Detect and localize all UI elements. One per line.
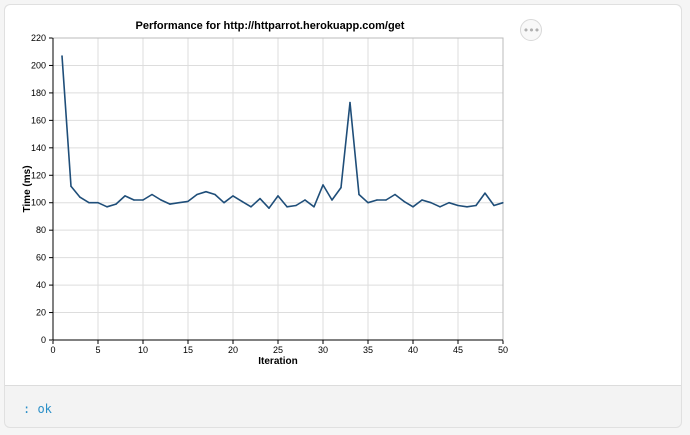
y-tick-label: 200: [31, 60, 46, 70]
x-tick-label: 40: [408, 345, 418, 355]
data-point: [106, 206, 108, 208]
result-status: : ok: [23, 402, 52, 416]
more-options-button[interactable]: •••: [520, 19, 542, 41]
x-tick-label: 5: [95, 345, 100, 355]
y-tick-label: 220: [31, 33, 46, 43]
data-point: [448, 201, 450, 204]
data-point: [403, 200, 405, 203]
data-point: [259, 197, 261, 200]
data-point: [241, 200, 243, 203]
data-point: [295, 204, 297, 207]
data-point: [367, 201, 369, 204]
line-chart: 0 5 10 15 20 25 30 35 40 45 50 0 20 40 60 80 100 120 140 16…: [22, 20, 508, 367]
data-point: [169, 203, 171, 205]
data-point: [178, 201, 180, 204]
y-tick-label: 160: [31, 115, 46, 125]
data-point: [88, 201, 90, 204]
data-point: [304, 199, 306, 201]
data-point: [412, 206, 414, 208]
data-point: [421, 199, 423, 201]
data-point: [376, 199, 378, 201]
data-point: [277, 195, 279, 197]
series-layer: [61, 55, 504, 210]
data-point: [439, 206, 441, 208]
x-tick-label: 25: [273, 345, 283, 355]
y-tick-label: 0: [41, 335, 46, 345]
x-tick-label: 0: [50, 345, 55, 355]
axes: [49, 37, 504, 344]
data-point: [286, 206, 288, 208]
data-point: [151, 193, 153, 196]
data-point: [322, 184, 324, 186]
data-point: [358, 193, 360, 196]
chart-card: 0 5 10 15 20 25 30 35 40 45 50 0 20 40 60 80 100 120 140 16…: [4, 4, 682, 428]
x-tick-label: 30: [318, 345, 328, 355]
data-point: [340, 186, 342, 189]
data-point: [493, 204, 495, 207]
more-horizontal-icon: •••: [522, 23, 540, 37]
y-tick-label: 60: [36, 253, 46, 263]
data-point: [124, 195, 126, 197]
x-tick-label: 20: [228, 345, 238, 355]
data-point: [205, 190, 207, 193]
x-tick-label: 15: [183, 345, 193, 355]
y-tick-label: 20: [36, 308, 46, 318]
y-tick-label: 140: [31, 143, 46, 153]
data-point: [232, 195, 234, 197]
x-tick-label: 50: [498, 345, 508, 355]
y-tick-label: 40: [36, 280, 46, 290]
data-point: [466, 206, 468, 208]
data-point: [394, 193, 396, 196]
gridlines: [52, 37, 504, 341]
x-tick-label: 10: [138, 345, 148, 355]
y-tick-label: 80: [36, 225, 46, 235]
y-axis-label: Time (ms): [22, 165, 33, 212]
series-line: [61, 55, 504, 209]
data-point: [502, 201, 504, 204]
data-point: [430, 201, 432, 204]
data-point: [196, 193, 198, 196]
data-point: [61, 55, 63, 57]
data-point: [331, 199, 333, 201]
data-point: [70, 185, 72, 188]
y-tick-label: 120: [31, 170, 46, 180]
tick-labels: 0 5 10 15 20 25 30 35 40 45 50 0 20 40 60 80 100 120 140 16…: [31, 33, 508, 355]
data-point: [79, 196, 81, 199]
data-point: [385, 199, 387, 201]
data-point: [133, 199, 135, 201]
data-point: [313, 206, 315, 208]
data-point: [223, 201, 225, 204]
data-point: [475, 204, 477, 207]
data-point: [250, 206, 252, 208]
x-axis-label: Iteration: [258, 356, 297, 367]
data-point: [457, 204, 459, 207]
chart-panel: 0 5 10 15 20 25 30 35 40 45 50 0 20 40 60 80 100 120 140 16…: [5, 5, 681, 386]
chart-title: Performance for http://httparrot.herokua…: [136, 20, 405, 32]
x-tick-label: 35: [363, 345, 373, 355]
data-point: [97, 201, 99, 204]
y-tick-label: 180: [31, 88, 46, 98]
data-point: [214, 193, 216, 196]
data-point: [142, 199, 144, 201]
data-point: [115, 203, 117, 205]
data-point: [160, 199, 162, 201]
y-tick-label: 100: [31, 198, 46, 208]
data-point: [349, 101, 351, 104]
data-point: [187, 200, 189, 203]
x-tick-label: 45: [453, 345, 463, 355]
data-point: [268, 207, 270, 210]
data-point: [484, 192, 486, 194]
